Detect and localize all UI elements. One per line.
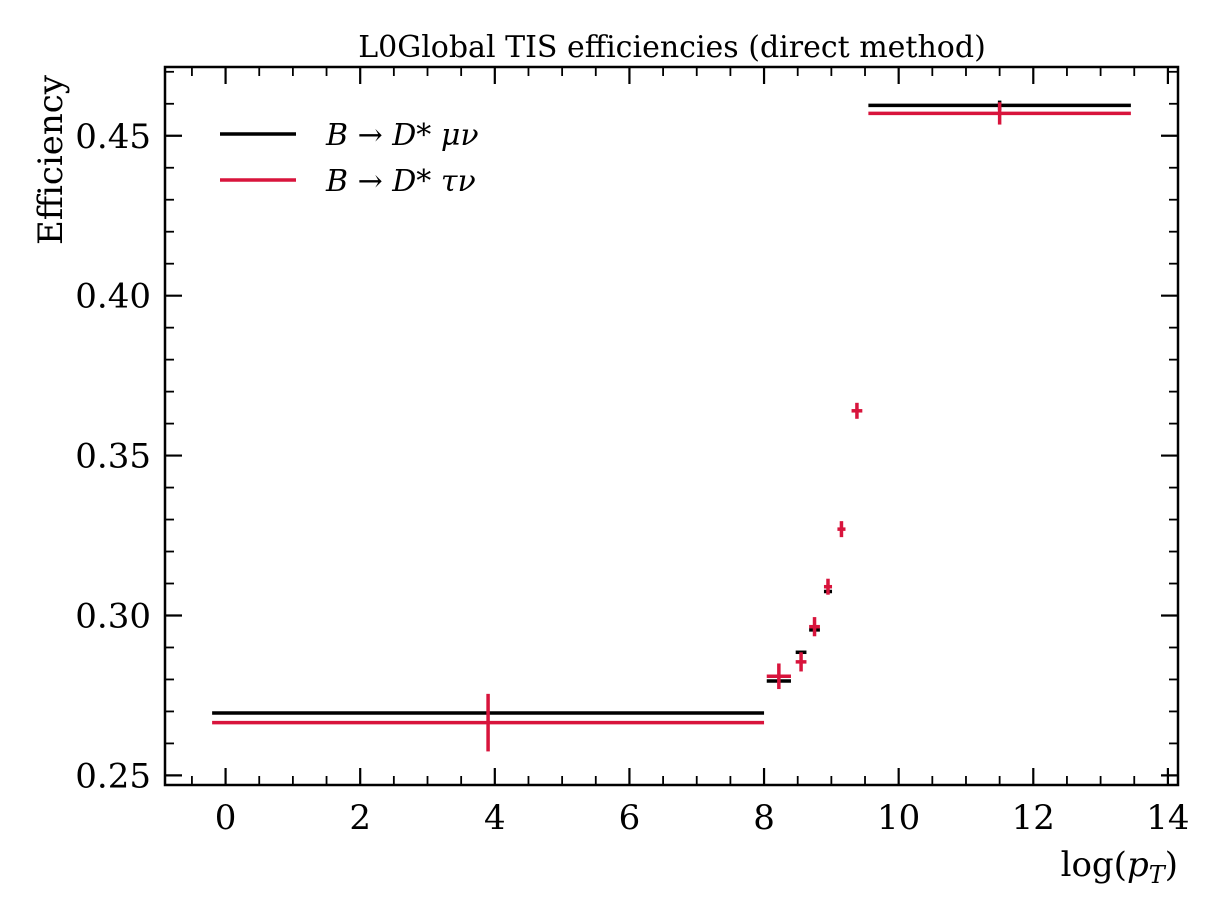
data-point (851, 402, 863, 419)
legend-label: B → D* τν (325, 164, 476, 199)
data-point (795, 652, 807, 672)
y-tick-label: 0.30 (75, 596, 151, 636)
legend-label: B → D* μν (325, 118, 479, 153)
data-point (837, 521, 846, 538)
data-point (823, 578, 833, 595)
data-point (809, 617, 820, 637)
legend-item-1: B → D* τν (220, 164, 476, 199)
y-tick-label: 0.40 (75, 277, 151, 317)
x-tick-label: 2 (349, 798, 371, 838)
chart-title: L0Global TIS efficiencies (direct method… (358, 30, 986, 65)
data-point (868, 102, 1131, 125)
x-axis-label-prefix: log( (1061, 845, 1127, 885)
x-tick-label: 4 (484, 798, 506, 838)
plot-frame (163, 65, 1180, 787)
x-axis-label-var: p (1127, 845, 1149, 885)
y-tick-label: 0.25 (75, 756, 151, 796)
legend-item-0: B → D* μν (220, 118, 479, 153)
x-tick-label: 12 (1012, 798, 1055, 838)
x-tick-label: 14 (1146, 798, 1189, 838)
data-point (766, 663, 791, 690)
y-tick-label: 0.35 (75, 437, 151, 477)
y-axis-label: Efficiency (31, 74, 71, 245)
tick-layer: 0 2 4 6 8 10 12 14 0.25 0.30 0.35 0.40 0.45 (75, 67, 1190, 838)
x-tick-label: 8 (753, 798, 775, 838)
y-tick-label: 0.45 (75, 117, 151, 157)
x-tick-label: 6 (619, 798, 641, 838)
legend: B → D* μν B → D* τν (220, 118, 479, 199)
x-axis-label: log(pT) (1061, 845, 1178, 889)
data-point (212, 693, 765, 752)
series-1 (212, 102, 1131, 752)
x-tick-label: 0 (215, 798, 237, 838)
x-axis-label-sub: T (1149, 861, 1167, 889)
series-layer (212, 100, 1131, 752)
x-tick-label: 10 (877, 798, 920, 838)
x-axis-label-suffix: ) (1165, 845, 1178, 885)
